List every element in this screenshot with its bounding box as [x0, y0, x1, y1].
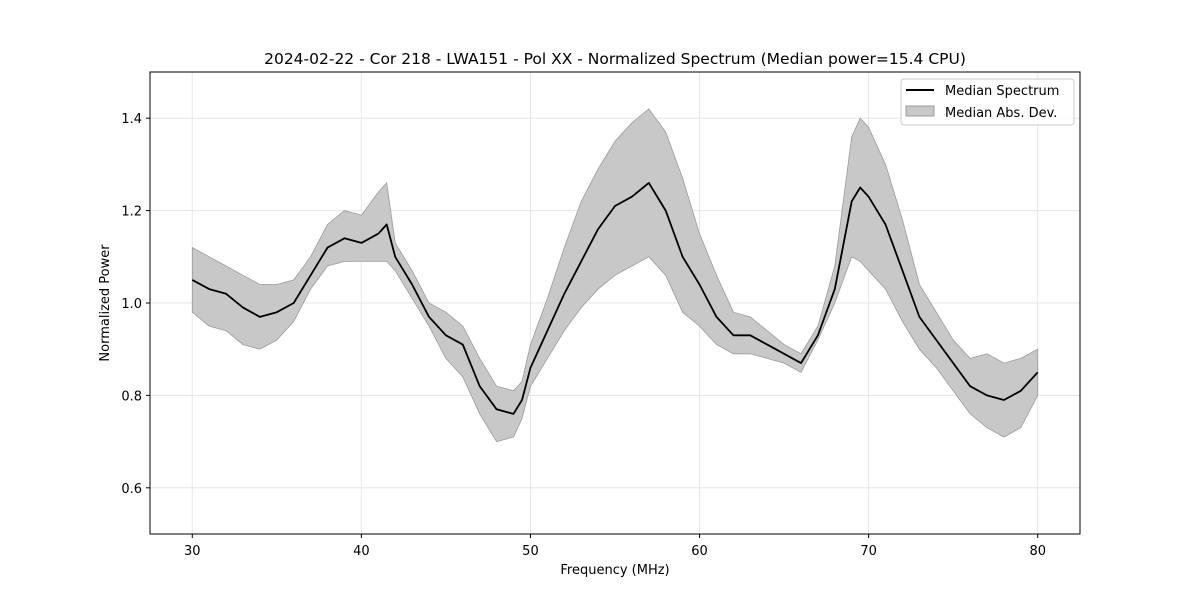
x-axis-ticks: 30 40 50 60 70 80: [184, 534, 1046, 559]
x-tick-label: 60: [691, 544, 708, 559]
x-axis-label: Frequency (MHz): [560, 563, 669, 578]
legend-label-median-spectrum: Median Spectrum: [945, 84, 1059, 99]
x-tick-label: 40: [353, 544, 370, 559]
x-tick-label: 50: [522, 544, 539, 559]
x-tick-label: 80: [1029, 544, 1046, 559]
y-tick-label: 1.0: [121, 297, 142, 312]
chart-title: 2024-02-22 - Cor 218 - LWA151 - Pol XX -…: [264, 50, 966, 68]
legend-label-median-abs-dev: Median Abs. Dev.: [945, 106, 1057, 121]
median-spectrum: [191, 181, 1039, 415]
y-axis-label: Normalized Power: [98, 244, 113, 362]
y-tick-label: 0.6: [121, 482, 142, 497]
mad-band: [191, 108, 1039, 443]
legend-band-swatch: [905, 105, 935, 117]
median-spectrum-line: [191, 181, 1039, 415]
y-tick-label: 1.4: [121, 112, 142, 127]
y-tick-label: 0.8: [121, 389, 142, 404]
x-tick-label: 70: [860, 544, 877, 559]
mad-band-area: [191, 108, 1039, 443]
y-tick-label: 1.2: [121, 205, 142, 220]
x-tick-label: 30: [184, 544, 201, 559]
y-axis-ticks: 0.6 0.8 1.0 1.2 1.4: [121, 112, 150, 497]
legend-box: [900, 78, 1075, 126]
legend: Median Spectrum Median Abs. Dev.: [900, 78, 1075, 126]
